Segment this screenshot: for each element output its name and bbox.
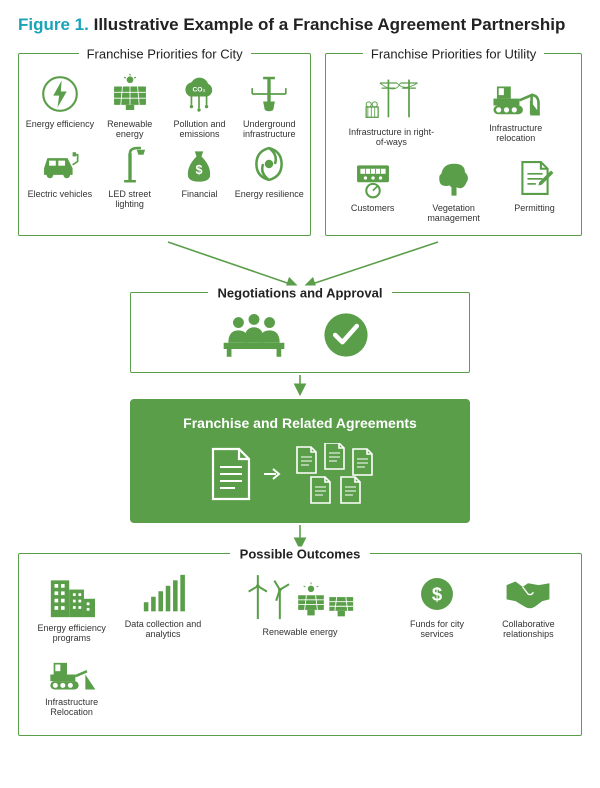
city-grid: Energy efficiency Renewable energy CO₂Po… (19, 69, 310, 221)
agreements-title: Franchise and Related Agreements (144, 415, 456, 431)
outcome-item: $Funds for city services (392, 573, 481, 649)
city-box: Franchise Priorities for City Energy eff… (18, 53, 311, 236)
arrow-down-1 (18, 373, 582, 399)
outcome-item: Infrastructure Relocation (27, 651, 116, 719)
negotiations-box: Negotiations and Approval (130, 292, 470, 373)
cloud-co2-icon: CO₂ (178, 73, 220, 115)
powerlines-icon (361, 73, 421, 123)
arrows-converge (18, 240, 582, 292)
utility-item: Permitting (494, 157, 575, 225)
outcomes-grid: Energy efficiency programs Data collecti… (19, 569, 581, 725)
utility-box: Franchise Priorities for Utility Infrast… (325, 53, 582, 236)
meeting-icon (219, 308, 289, 362)
figure-label: Figure 1. (18, 15, 89, 34)
svg-text:$: $ (196, 163, 203, 177)
utility-item: Customers (332, 157, 413, 225)
city-item: LED street lighting (95, 143, 165, 211)
meter-icon (352, 157, 394, 199)
streetlight-icon (109, 143, 151, 185)
utility-grid-bot: Customers Vegetation management Permitti… (326, 155, 581, 235)
permit-doc-icon (514, 157, 556, 199)
city-item: $Financial (165, 143, 235, 211)
negotiations-icons (131, 308, 469, 362)
renewable-group-icon (245, 573, 355, 623)
utility-item: Infrastructure in right-of-ways (344, 73, 438, 149)
city-item: CO₂Pollution and emissions (165, 73, 235, 141)
shovel-icon (248, 73, 290, 115)
utility-item: Vegetation management (413, 157, 494, 225)
solar-panel-icon (109, 73, 151, 115)
multi-docs-icon (291, 443, 391, 505)
city-item: Energy efficiency (25, 73, 95, 141)
handshake-icon (503, 573, 553, 615)
city-item: Electric vehicles (25, 143, 95, 211)
negotiations-title: Negotiations and Approval (131, 285, 469, 300)
utility-header: Franchise Priorities for Utility (326, 46, 581, 61)
check-circle-icon (311, 308, 381, 362)
svg-text:$: $ (432, 584, 443, 605)
agreements-box: Franchise and Related Agreements (130, 399, 470, 523)
bulldozer-icon (490, 73, 542, 119)
hurricane-icon (248, 143, 290, 185)
outcome-item: Energy efficiency programs (27, 573, 116, 649)
arrow-right-icon (263, 467, 281, 481)
dollar-circle-icon: $ (416, 573, 458, 615)
bars-chart-icon (140, 573, 186, 615)
figure-wrap: Figure 1. Illustrative Example of a Fran… (0, 0, 600, 750)
city-item: Underground infrastructure (234, 73, 304, 141)
figure-main-title: Illustrative Example of a Franchise Agre… (94, 15, 566, 34)
figure-title: Figure 1. Illustrative Example of a Fran… (18, 14, 582, 37)
utility-grid-top: Infrastructure in right-of-ways Infrastr… (326, 69, 581, 155)
priorities-row: Franchise Priorities for City Energy eff… (18, 53, 582, 236)
ev-car-icon (39, 143, 81, 185)
agreements-graphic (144, 443, 456, 505)
outcomes-title: Possible Outcomes (19, 546, 581, 561)
tree-icon (433, 157, 475, 199)
outcome-item: Renewable energy (210, 573, 391, 649)
outcomes-box: Possible Outcomes Energy efficiency prog… (18, 553, 582, 736)
bulldozer-small-icon (47, 651, 97, 693)
utility-item: Infrastructure relocation (469, 73, 563, 149)
money-bag-icon: $ (178, 143, 220, 185)
city-item: Energy resilience (234, 143, 304, 211)
svg-text:CO₂: CO₂ (193, 86, 206, 93)
outcome-item: Data collection and analytics (118, 573, 207, 649)
buildings-icon (47, 573, 97, 619)
outcome-item: Collaborative relationships (484, 573, 573, 649)
city-item: Renewable energy (95, 73, 165, 141)
city-header: Franchise Priorities for City (19, 46, 310, 61)
main-doc-icon (209, 447, 253, 501)
bolt-circle-icon (39, 73, 81, 115)
